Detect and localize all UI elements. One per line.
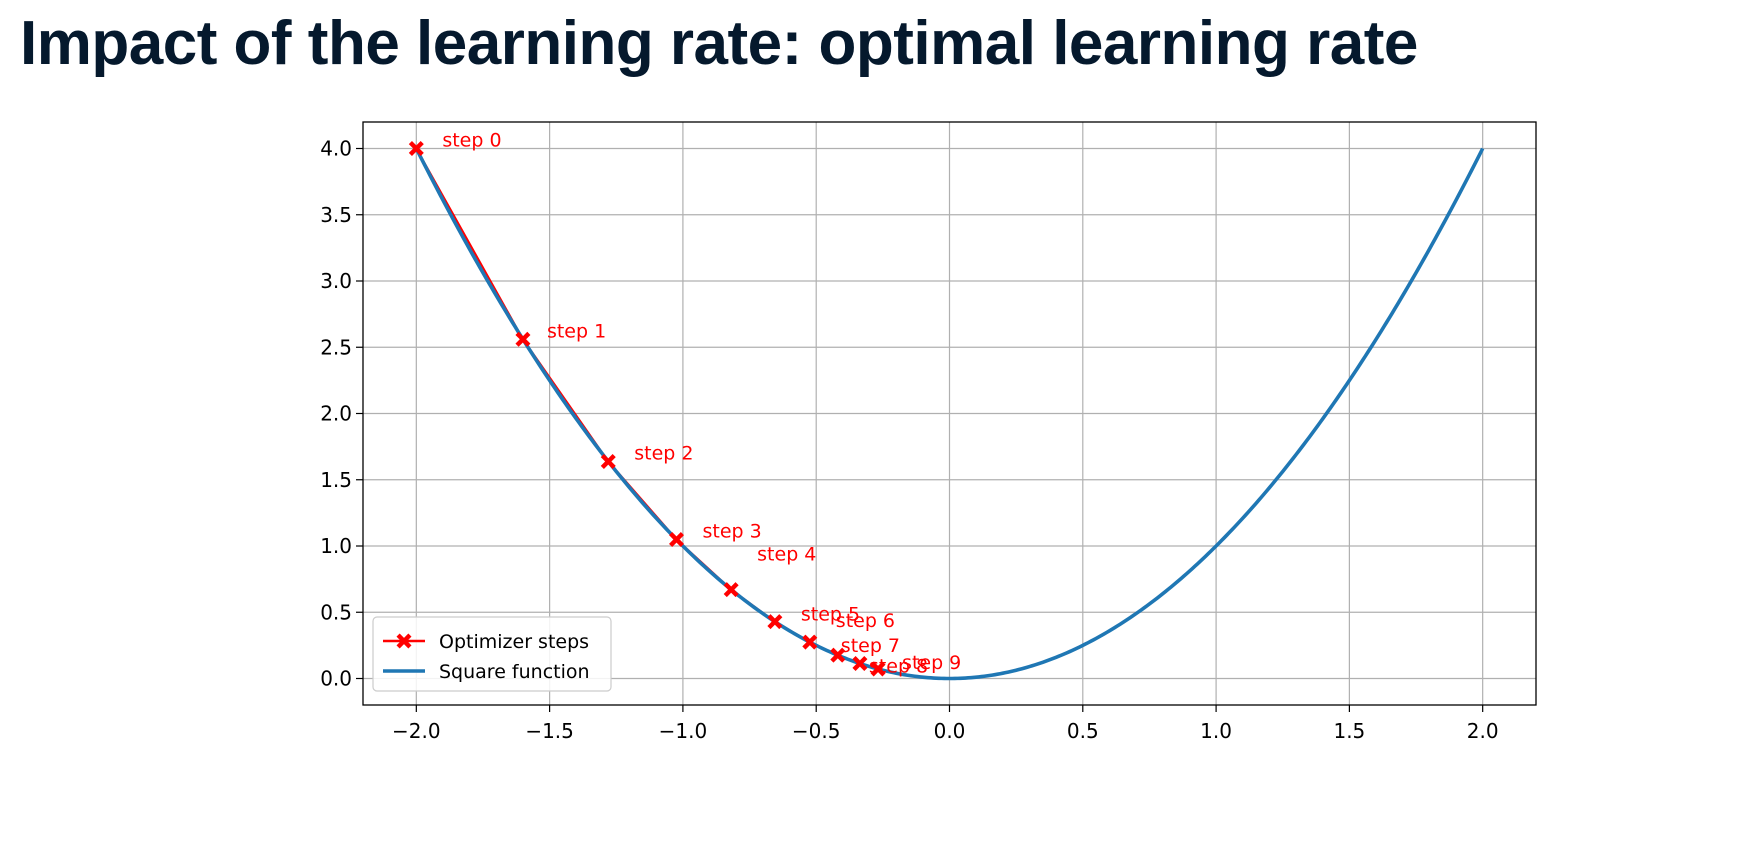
x-tick-label: 1.5 (1333, 719, 1365, 743)
step-annotation: step 9 (902, 652, 961, 674)
x-tick-label: −1.0 (659, 719, 708, 743)
y-tick-label: 2.0 (320, 402, 352, 426)
optimizer-step-marker (408, 141, 424, 156)
optimizer-step-marker (870, 661, 886, 677)
step-annotation: step 5 (801, 604, 860, 626)
y-tick-label: 0.0 (320, 667, 352, 691)
step-annotation: step 2 (634, 442, 693, 464)
legend-label-optimizer-steps: Optimizer steps (439, 631, 589, 653)
optimizer-steps-line (415, 147, 879, 671)
optimizer-step-marker (852, 656, 868, 672)
step-annotation: step 1 (547, 320, 606, 342)
optimizer-step-marker (767, 614, 783, 630)
x-tick-label: 1.0 (1200, 719, 1232, 743)
square-function-line (414, 147, 1485, 681)
x-tick-label: −0.5 (792, 719, 841, 743)
legend-label-square-function: Square function (439, 661, 590, 683)
step-annotation: step 8 (869, 656, 928, 678)
optimizer-step-markers (408, 141, 886, 677)
x-tick-label: −1.5 (525, 719, 574, 743)
optimizer-step-marker (723, 582, 739, 598)
step-annotation: step 6 (836, 610, 895, 632)
x-tick-label: 2.0 (1467, 719, 1499, 743)
y-tick-label: 1.0 (320, 534, 352, 558)
y-tick-label: 4.0 (320, 137, 352, 161)
series-lines (414, 147, 1485, 681)
y-tick-label: 0.5 (320, 600, 352, 624)
step-annotation: step 0 (442, 130, 501, 152)
plot-frame (362, 121, 1537, 706)
legend-marker-optimizer-steps (396, 633, 412, 649)
x-tick-label: 0.0 (934, 719, 966, 743)
y-axis-ticks: 0.0 0.5 1.0 1.5 2.0 2.5 3.0 3.5 4.0 (320, 137, 363, 691)
optimizer-step-marker (830, 647, 846, 663)
optimizer-step-marker (600, 453, 616, 469)
optimizer-step-marker (515, 331, 531, 347)
y-tick-label: 1.5 (320, 468, 352, 492)
step-annotation: step 3 (703, 521, 762, 543)
x-axis-ticks: −2.0 −1.5 −1.0 −0.5 0.0 0.5 1.0 1.5 2.0 (392, 705, 1499, 743)
optimizer-step-marker (669, 532, 685, 548)
step-annotation: step 7 (841, 635, 900, 657)
legend-box (372, 616, 612, 692)
legend: Optimizer steps Square function (372, 616, 612, 692)
x-tick-label: −2.0 (392, 719, 441, 743)
y-tick-label: 3.5 (320, 203, 352, 227)
step-annotation: step 4 (757, 544, 816, 566)
optimizer-step-marker (802, 634, 818, 650)
y-tick-label: 2.5 (320, 335, 352, 359)
y-tick-label: 3.0 (320, 269, 352, 293)
x-tick-label: 0.5 (1067, 719, 1099, 743)
slide-title: Impact of the learning rate: optimal lea… (20, 9, 1418, 78)
